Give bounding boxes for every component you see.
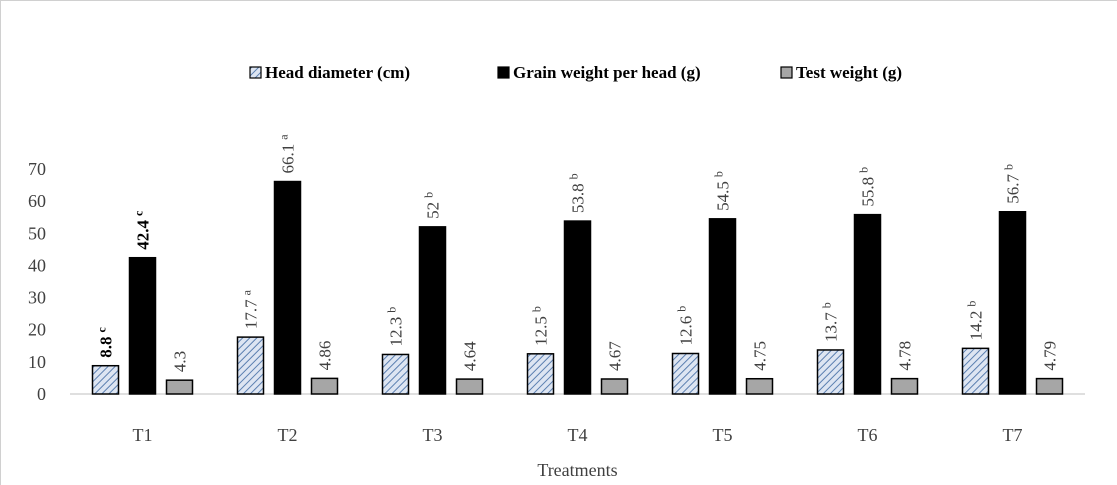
- bar: [890, 377, 919, 395]
- bar: [961, 347, 990, 395]
- bar: [708, 218, 737, 395]
- legend-label: Head diameter (cm): [265, 63, 410, 82]
- y-tick-label: 50: [28, 223, 46, 243]
- legend-swatch: [497, 66, 510, 79]
- y-tick-label: 30: [28, 288, 46, 308]
- legend-swatch: [249, 66, 262, 79]
- x-tick-label: T6: [858, 425, 878, 445]
- x-tick-label: T3: [423, 425, 443, 445]
- bar: [563, 220, 592, 395]
- legend: Head diameter (cm) Grain weight per head …: [249, 63, 902, 82]
- data-label: 55.8b: [857, 167, 878, 207]
- bar: [381, 353, 410, 395]
- x-tick-label: T7: [1003, 425, 1023, 445]
- data-label: 4.79: [1041, 341, 1060, 371]
- data-label: 54.5b: [712, 171, 733, 211]
- data-label: 14.2b: [965, 301, 986, 341]
- y-tick-label: 60: [28, 191, 46, 211]
- y-axis: 0 10 20 30 40 50 60 70: [28, 159, 46, 404]
- data-label: 12.6b: [675, 306, 696, 346]
- data-label: 4.75: [751, 341, 770, 371]
- x-tick-label: T4: [568, 425, 588, 445]
- data-label: 8.8c: [95, 326, 116, 357]
- data-label: 42.4c: [132, 210, 153, 250]
- data-label: 52b: [422, 192, 443, 219]
- legend-swatch: [780, 66, 793, 79]
- bar: [816, 349, 845, 395]
- x-tick-label: T5: [713, 425, 733, 445]
- bar: [998, 211, 1027, 395]
- bar: [165, 379, 194, 395]
- bar: [671, 352, 700, 395]
- y-tick-label: 70: [28, 159, 46, 179]
- data-label: 53.8b: [567, 173, 588, 213]
- bar: [236, 336, 265, 395]
- y-tick-label: 10: [28, 352, 46, 372]
- data-label: 13.7b: [820, 302, 841, 342]
- x-tick-label: T1: [133, 425, 153, 445]
- y-tick-label: 20: [28, 320, 46, 340]
- y-tick-label: 0: [37, 384, 46, 404]
- data-label: 4.86: [316, 341, 335, 371]
- data-label: 12.3b: [385, 307, 406, 347]
- data-label: 4.78: [896, 341, 915, 371]
- data-label: 66.1a: [277, 134, 298, 174]
- bar: [1035, 377, 1064, 395]
- bars: [91, 180, 1064, 395]
- x-axis-title: Treatments: [537, 460, 617, 480]
- bar: [853, 213, 882, 395]
- data-label: 4.3: [171, 351, 190, 372]
- data-label: 12.5b: [530, 306, 551, 346]
- data-label: 56.7b: [1002, 164, 1023, 204]
- bar: [128, 256, 157, 395]
- bar: [745, 377, 774, 395]
- data-label: 17.7a: [240, 289, 261, 329]
- x-tick-label: T2: [278, 425, 298, 445]
- bar: [418, 226, 447, 395]
- bar: [455, 378, 484, 395]
- data-label: 4.64: [461, 341, 480, 371]
- x-axis: T1 T2 T3 T4 T5 T6 T7: [70, 393, 1085, 445]
- bar: [273, 180, 302, 395]
- y-tick-label: 40: [28, 255, 46, 275]
- bar: [526, 353, 555, 395]
- legend-label: Test weight (g): [796, 63, 902, 82]
- bar: [310, 377, 339, 395]
- data-label: 4.67: [606, 341, 625, 371]
- bar: [600, 378, 629, 395]
- bar: [91, 364, 120, 395]
- legend-label: Grain weight per head (g): [513, 63, 701, 82]
